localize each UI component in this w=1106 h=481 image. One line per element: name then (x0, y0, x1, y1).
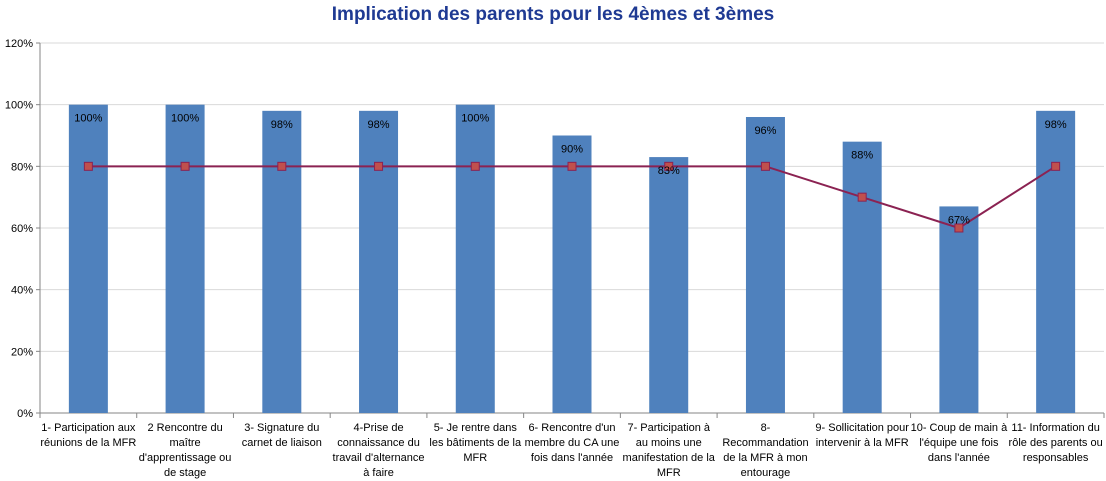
data-label: 83% (658, 165, 680, 177)
data-label: 98% (271, 119, 293, 131)
x-tick-label: 5- Je rentre dans les bâtiments de la MFR (429, 422, 522, 464)
line-marker (760, 161, 770, 171)
line-marker (954, 223, 964, 233)
bar (359, 110, 399, 413)
bar (68, 104, 108, 414)
y-tick-label: 40% (11, 285, 33, 297)
bar (649, 157, 689, 413)
line-marker (374, 161, 384, 171)
line-marker (277, 161, 287, 171)
x-tick-label: 9- Sollicitation pour intervenir à la MFR (815, 422, 909, 449)
line-marker (180, 161, 190, 171)
y-tick-label: 20% (11, 346, 33, 358)
data-label: 67% (948, 214, 970, 226)
data-label: 98% (368, 119, 390, 131)
line-marker (857, 192, 867, 202)
x-tick-label: 10- Coup de main à l'équipe une fois dans … (911, 422, 1008, 464)
bar (745, 117, 785, 413)
data-label: 98% (1045, 119, 1067, 131)
bar (939, 206, 979, 413)
chart-title: Implication des parents pour les 4èmes e… (331, 4, 775, 25)
x-tick-label: 7- Participation à au moins une manifestat… (623, 422, 716, 479)
y-tick-label: 120% (5, 38, 33, 50)
bar (165, 104, 205, 414)
y-tick-label: 80% (11, 161, 33, 173)
bar (262, 110, 302, 413)
y-tick-label: 60% (11, 223, 33, 235)
data-label: 90% (561, 144, 583, 156)
x-tick-label: 6- Rencontre d'un membre du CA une fois da… (525, 422, 620, 464)
data-label: 100% (74, 113, 102, 125)
bar (1036, 110, 1076, 413)
data-label: 100% (461, 113, 489, 125)
y-tick-label: 100% (5, 100, 33, 112)
line-marker (664, 161, 674, 171)
x-tick-label: 3- Signature du carnet de liaison (242, 422, 322, 449)
data-label: 88% (851, 150, 873, 162)
x-tick-label: 8-Recommandation de la MFR à mon entourage (722, 422, 808, 479)
y-tick-label: 0% (17, 408, 33, 420)
line-marker (83, 161, 93, 171)
bar (552, 135, 592, 413)
bar (842, 141, 882, 413)
x-tick-label: 4-Prise de connaissance du travail d'alter… (333, 422, 425, 479)
data-label: 96% (754, 125, 776, 137)
line-marker (1051, 161, 1061, 171)
x-tick-label: 11- Information du rôle des parents ou res… (1009, 422, 1103, 464)
line-marker (470, 161, 480, 171)
x-tick-label: 2 Rencontre du maître d'apprentissage ou de… (139, 422, 232, 479)
bar (455, 104, 495, 414)
x-tick-label: 1- Participation aux réunions de la MFR (40, 422, 136, 449)
data-label: 100% (171, 113, 199, 125)
line-marker (567, 161, 577, 171)
